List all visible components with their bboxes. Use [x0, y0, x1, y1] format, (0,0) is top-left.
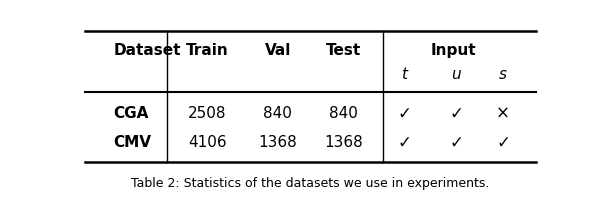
Text: CGA: CGA [113, 106, 148, 121]
Text: ✓: ✓ [449, 134, 463, 151]
Text: ✓: ✓ [398, 134, 411, 151]
Text: 840: 840 [263, 106, 292, 121]
Text: Table 2: Statistics of the datasets we use in experiments.: Table 2: Statistics of the datasets we u… [132, 177, 490, 190]
Text: u: u [451, 67, 461, 82]
Text: ✓: ✓ [449, 105, 463, 123]
Text: 1368: 1368 [324, 135, 363, 150]
Text: ×: × [496, 105, 510, 123]
Text: 4106: 4106 [188, 135, 227, 150]
Text: ✓: ✓ [496, 134, 510, 151]
Text: s: s [499, 67, 507, 82]
Text: Test: Test [326, 44, 361, 59]
Text: 840: 840 [329, 106, 358, 121]
Text: ✓: ✓ [398, 105, 411, 123]
Text: 2508: 2508 [188, 106, 227, 121]
Text: Train: Train [186, 44, 228, 59]
Text: Dataset: Dataset [113, 44, 181, 59]
Text: CMV: CMV [113, 135, 152, 150]
Text: Val: Val [264, 44, 291, 59]
Text: 1368: 1368 [258, 135, 297, 150]
Text: Input: Input [431, 44, 477, 59]
Text: t: t [402, 67, 407, 82]
